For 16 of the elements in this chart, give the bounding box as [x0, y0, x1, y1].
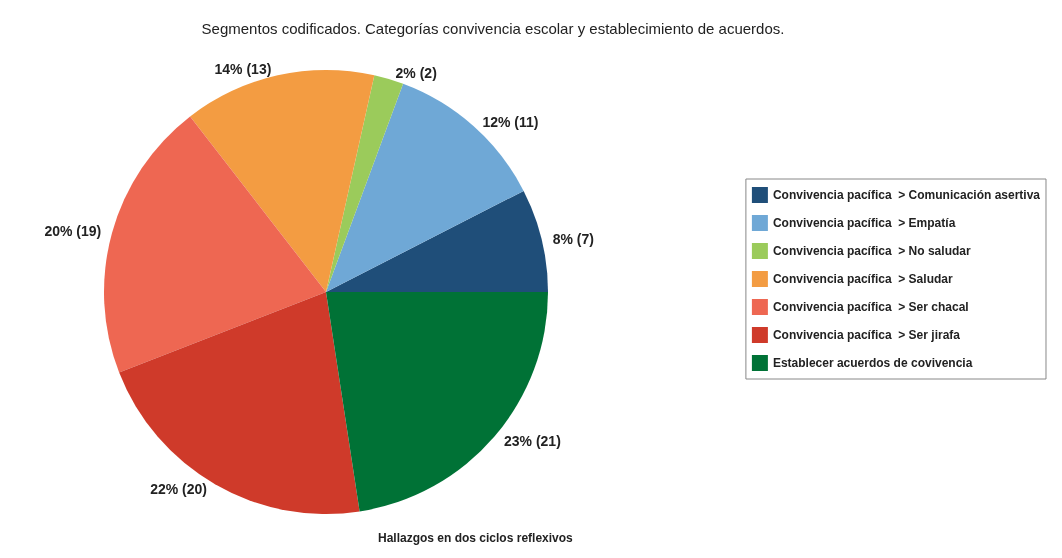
legend-label: Convivencia pacífica > Ser chacal	[772, 300, 969, 314]
data-label: 23% (21)	[504, 432, 561, 449]
text: Hallazgos en dos ciclos reflexivos	[378, 531, 574, 545]
legend-label: Convivencia pacífica > Empatía	[772, 216, 956, 230]
legend-label: Convivencia pacífica > No saludar	[772, 244, 971, 258]
legend-label: Convivencia pacífica > Comunicación asertiva	[772, 188, 1041, 202]
legend-label: Convivencia pacífica > Saludar	[772, 272, 953, 286]
data-label: 12% (11)	[482, 113, 539, 130]
data-label: 22% (20)	[150, 481, 207, 498]
data-label: 8% (7)	[552, 230, 594, 247]
chart-title: Segmentos codificados. Categorías convivencia escolar y establecimiento de acuerdos.	[201, 20, 785, 37]
data-label: 20% (19)	[44, 223, 102, 240]
legend-label: Convivencia pacífica > Ser jirafa	[772, 328, 961, 342]
data-label: 14% (13)	[214, 61, 272, 78]
legend-label: Establecer acuerdos de covivencia	[772, 356, 973, 370]
data-label: 2% (2)	[395, 65, 437, 82]
